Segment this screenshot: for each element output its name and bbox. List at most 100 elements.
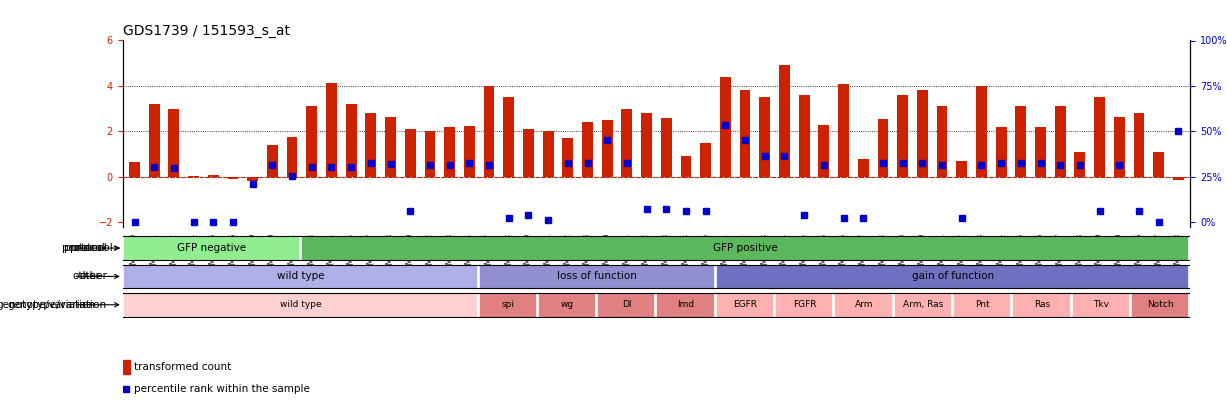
Bar <box>1055 107 1065 177</box>
Text: wg: wg <box>561 300 574 309</box>
FancyBboxPatch shape <box>893 293 951 317</box>
Text: Tkv: Tkv <box>1093 300 1109 309</box>
Text: protocol: protocol <box>64 243 107 253</box>
Bar <box>601 120 612 177</box>
FancyBboxPatch shape <box>479 293 536 317</box>
Text: Notch: Notch <box>1147 300 1174 309</box>
Text: other: other <box>72 271 101 281</box>
Bar <box>267 145 277 177</box>
Bar <box>464 126 475 177</box>
Bar <box>188 176 199 177</box>
Text: Ras: Ras <box>1034 300 1050 309</box>
Bar <box>1036 127 1045 177</box>
Text: percentile rank within the sample: percentile rank within the sample <box>134 384 309 394</box>
FancyBboxPatch shape <box>715 264 1188 288</box>
Text: FGFR: FGFR <box>793 300 816 309</box>
Text: other: other <box>79 271 107 281</box>
Bar <box>483 86 494 177</box>
Text: EGFR: EGFR <box>734 300 757 309</box>
Bar <box>642 113 652 177</box>
Bar <box>779 66 790 177</box>
Bar <box>995 127 1006 177</box>
Bar <box>622 109 632 177</box>
Bar <box>818 125 829 177</box>
Text: genotype/variation: genotype/variation <box>0 300 96 309</box>
Text: GFP positive: GFP positive <box>713 243 778 253</box>
Bar <box>701 143 712 177</box>
Text: Dl: Dl <box>622 300 632 309</box>
Bar <box>503 97 514 177</box>
Bar <box>287 137 297 177</box>
Bar <box>956 161 967 177</box>
Bar <box>897 95 908 177</box>
FancyBboxPatch shape <box>1071 293 1129 317</box>
Bar <box>366 113 377 177</box>
Bar <box>681 156 691 177</box>
Text: Arm: Arm <box>855 300 874 309</box>
Text: Pnt: Pnt <box>975 300 990 309</box>
Bar <box>148 104 160 177</box>
Text: transformed count: transformed count <box>134 362 231 372</box>
Bar <box>307 107 318 177</box>
FancyBboxPatch shape <box>123 236 298 260</box>
Bar <box>346 104 357 177</box>
Bar <box>227 177 238 179</box>
Bar <box>1173 177 1184 180</box>
Bar <box>1134 113 1145 177</box>
Text: GFP negative: GFP negative <box>177 243 247 253</box>
FancyBboxPatch shape <box>479 264 714 288</box>
Text: loss of function: loss of function <box>557 271 637 281</box>
Bar <box>858 159 869 177</box>
Bar <box>760 97 771 177</box>
Bar <box>385 117 396 177</box>
Text: wild type: wild type <box>280 300 321 309</box>
FancyBboxPatch shape <box>715 293 773 317</box>
Bar <box>1153 152 1164 177</box>
Bar <box>1075 152 1086 177</box>
Bar <box>1114 117 1125 177</box>
Bar <box>562 138 573 177</box>
Bar <box>542 131 553 177</box>
FancyBboxPatch shape <box>301 236 1188 260</box>
FancyBboxPatch shape <box>537 293 595 317</box>
Text: protocol: protocol <box>61 243 104 253</box>
Bar <box>123 360 130 374</box>
Bar <box>168 109 179 177</box>
Bar <box>523 129 534 177</box>
FancyBboxPatch shape <box>1012 293 1070 317</box>
Bar <box>917 90 928 177</box>
Text: Arm, Ras: Arm, Ras <box>903 300 944 309</box>
Bar <box>248 177 258 181</box>
Bar <box>740 90 751 177</box>
Bar <box>975 86 987 177</box>
Text: gain of function: gain of function <box>912 271 994 281</box>
FancyBboxPatch shape <box>953 293 1010 317</box>
Text: protocol: protocol <box>70 243 119 253</box>
Bar <box>1016 107 1026 177</box>
FancyBboxPatch shape <box>775 293 832 317</box>
Bar <box>877 119 888 177</box>
Bar <box>1094 97 1106 177</box>
Bar <box>799 95 810 177</box>
Bar <box>661 118 671 177</box>
FancyBboxPatch shape <box>834 293 892 317</box>
Bar <box>936 107 947 177</box>
Bar <box>405 129 416 177</box>
Text: wild type: wild type <box>277 271 324 281</box>
Bar <box>582 122 593 177</box>
Bar <box>207 175 218 177</box>
Bar <box>444 127 455 177</box>
Bar <box>838 84 849 177</box>
FancyBboxPatch shape <box>123 293 476 317</box>
Text: Imd: Imd <box>677 300 694 309</box>
FancyBboxPatch shape <box>656 293 714 317</box>
Text: GDS1739 / 151593_s_at: GDS1739 / 151593_s_at <box>123 24 290 38</box>
FancyBboxPatch shape <box>1131 293 1188 317</box>
Bar <box>129 162 140 177</box>
Bar <box>720 77 731 177</box>
Text: genotype/variation: genotype/variation <box>7 300 107 310</box>
Bar <box>425 131 436 177</box>
FancyBboxPatch shape <box>598 293 654 317</box>
Bar <box>326 83 337 177</box>
FancyBboxPatch shape <box>123 264 476 288</box>
